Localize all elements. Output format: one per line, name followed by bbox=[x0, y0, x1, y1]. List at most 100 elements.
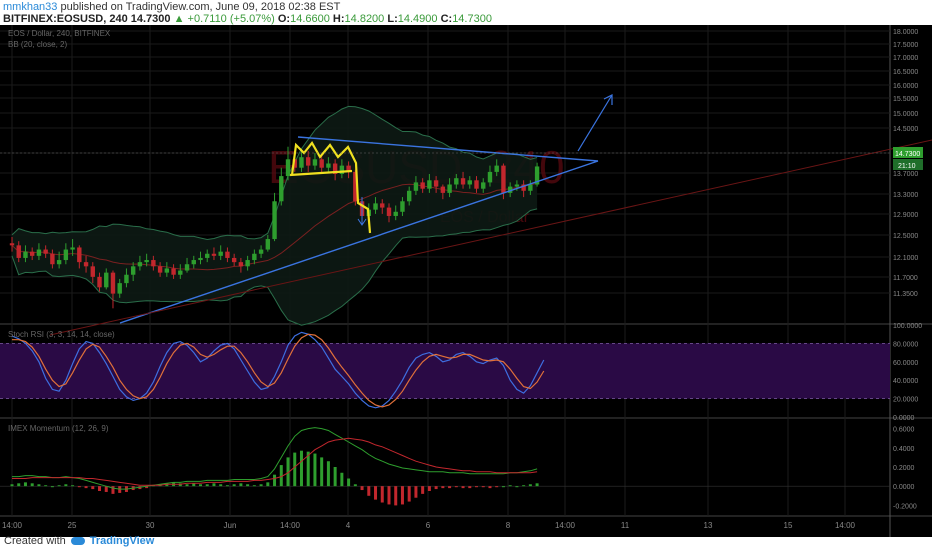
candle-body bbox=[23, 251, 28, 258]
momentum-bar bbox=[98, 486, 102, 491]
candle-body bbox=[178, 270, 183, 275]
chart-title: EOS / Dollar, 240, BITFINEX bbox=[8, 29, 111, 38]
candle-body bbox=[393, 211, 398, 216]
y-tick-label: 0.0000 bbox=[893, 415, 915, 422]
candle-body bbox=[83, 262, 89, 267]
head-shoulders-pattern bbox=[290, 141, 372, 234]
momentum-bar bbox=[293, 452, 297, 487]
candle-body bbox=[56, 260, 62, 265]
y-tick-label: 40.0000 bbox=[893, 378, 918, 385]
momentum-bar bbox=[394, 486, 398, 506]
trendline-support bbox=[119, 160, 599, 324]
published-text: published on TradingView.com, June 09, 2… bbox=[60, 1, 341, 13]
momentum-bar bbox=[219, 484, 223, 487]
y-tick-label: 60.0000 bbox=[893, 360, 918, 367]
momentum-bar bbox=[454, 486, 458, 488]
momentum-bar bbox=[326, 461, 330, 487]
momentum-bar bbox=[380, 486, 384, 503]
chart-canvas[interactable]: 14:00 25 30 Jun 14:00 4 6 8 14:00 11 13 15 14:00 18.0… bbox=[0, 25, 932, 537]
momentum-bar bbox=[205, 484, 209, 487]
low-value: 14.4900 bbox=[397, 13, 438, 25]
momentum-bar bbox=[10, 484, 14, 487]
momentum-bar bbox=[448, 486, 452, 489]
long-trendline bbox=[49, 139, 932, 336]
signal-line bbox=[12, 437, 538, 486]
y-tick-label: 0.4000 bbox=[893, 446, 915, 453]
momentum-bar bbox=[37, 484, 41, 487]
candle-body bbox=[474, 180, 479, 189]
candle-body bbox=[507, 186, 513, 193]
candle-body bbox=[467, 180, 472, 185]
candle-body bbox=[454, 178, 459, 185]
bollinger-lower-band bbox=[11, 208, 538, 326]
momentum-bar bbox=[286, 457, 290, 487]
x-tick-label: Jun bbox=[224, 521, 237, 530]
momentum-bar bbox=[185, 484, 189, 487]
candle-body bbox=[292, 159, 297, 168]
high-label: H: bbox=[332, 13, 345, 25]
candle-body bbox=[346, 165, 351, 172]
y-tick-label: 0.0000 bbox=[893, 484, 915, 491]
last-price-box bbox=[893, 147, 923, 158]
high-value: 14.8200 bbox=[344, 13, 385, 25]
candle-body bbox=[319, 159, 324, 168]
candle-body bbox=[184, 264, 190, 271]
candle-body bbox=[110, 272, 116, 294]
momentum-bar bbox=[522, 485, 526, 487]
momentum-bar bbox=[212, 483, 216, 487]
candle-body bbox=[339, 165, 345, 174]
momentum-bar bbox=[347, 478, 351, 487]
momentum-bar bbox=[434, 486, 438, 490]
close-label: C: bbox=[440, 13, 453, 25]
y-tick-label: 20.0000 bbox=[893, 397, 918, 404]
x-tick-label: 4 bbox=[346, 521, 351, 530]
x-tick-label: 13 bbox=[704, 521, 713, 530]
momentum-bar bbox=[475, 486, 479, 488]
y-tick-label: 0.6000 bbox=[893, 427, 915, 434]
momentum-bar bbox=[421, 486, 425, 494]
open-label: O: bbox=[277, 13, 291, 25]
projection-arrowhead bbox=[603, 94, 613, 105]
x-tick-label: 30 bbox=[146, 521, 155, 530]
momentum-bar bbox=[353, 484, 357, 487]
neckline bbox=[289, 169, 353, 177]
momentum-bar bbox=[414, 486, 418, 498]
candle-body bbox=[406, 190, 412, 202]
candle-body bbox=[205, 253, 210, 258]
y-tick-label: 11.7000 bbox=[893, 275, 918, 282]
candle-body bbox=[514, 184, 520, 187]
momentum-bar bbox=[299, 450, 303, 487]
candle-body bbox=[164, 268, 170, 273]
stoch-rsi-band bbox=[0, 343, 890, 399]
created-with-text: Created with bbox=[4, 535, 66, 547]
candle-body bbox=[252, 253, 257, 261]
candle-body bbox=[50, 253, 55, 265]
candle-body bbox=[171, 268, 176, 275]
candle-body bbox=[353, 171, 358, 202]
candle-body bbox=[521, 184, 526, 191]
candle-body bbox=[433, 180, 439, 187]
momentum-bar bbox=[198, 484, 202, 487]
up-arrow-icon: ▲ bbox=[173, 13, 185, 25]
momentum-bar bbox=[259, 484, 263, 487]
momentum-bar bbox=[374, 486, 378, 500]
momentum-bar bbox=[400, 486, 404, 505]
symbol-info: BITFINEX:EOSUSD, 240 14.7300 ▲ +0.7110 (… bbox=[3, 13, 492, 25]
trendline-resistance bbox=[297, 136, 599, 162]
author-link[interactable]: mmkhan33 bbox=[3, 1, 58, 13]
momentum-bar bbox=[151, 485, 155, 487]
candle-body bbox=[211, 253, 217, 256]
y-tick-label: 12.5000 bbox=[893, 233, 918, 240]
x-tick-label: 8 bbox=[506, 521, 511, 530]
momentum-bar bbox=[273, 474, 277, 487]
publish-info: mmkhan33 published on TradingView.com, J… bbox=[3, 1, 340, 13]
x-tick-label: 11 bbox=[621, 521, 630, 530]
tradingview-logo[interactable]: TradingView bbox=[89, 535, 155, 547]
y-tick-label: 15.0000 bbox=[893, 111, 918, 118]
momentum-bar bbox=[495, 486, 499, 488]
candle-body bbox=[77, 247, 82, 263]
drop-arrowhead bbox=[357, 218, 367, 226]
y-tick-label: 80.0000 bbox=[893, 341, 918, 348]
y-tick-label: 100.0000 bbox=[893, 323, 922, 330]
momentum-bar bbox=[50, 486, 54, 488]
